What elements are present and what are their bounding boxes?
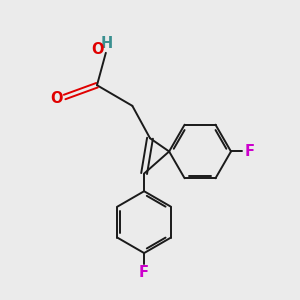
Text: O: O — [50, 91, 63, 106]
Text: F: F — [245, 144, 255, 159]
Text: F: F — [139, 265, 149, 280]
Text: O: O — [91, 41, 104, 56]
Text: H: H — [100, 36, 113, 51]
